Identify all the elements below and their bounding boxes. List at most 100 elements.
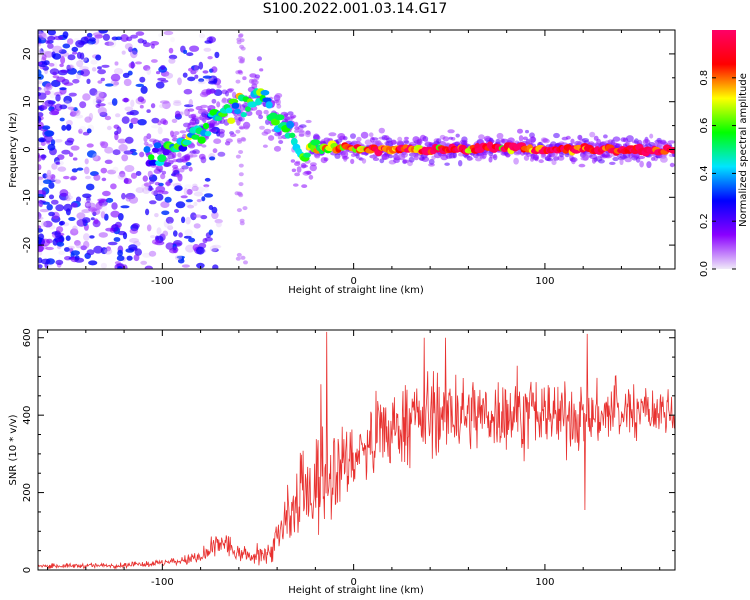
spectrogram-ridge-halo bbox=[570, 138, 575, 144]
spectrogram-noise-blob bbox=[116, 126, 122, 134]
spectrogram-noise-blob bbox=[38, 37, 42, 44]
spectrogram-y-tick-label: 0 bbox=[22, 146, 33, 152]
spectrogram-ridge-core bbox=[289, 132, 296, 138]
spectrogram-ridge-halo bbox=[189, 118, 197, 125]
spectrogram-ridge-halo bbox=[188, 166, 193, 172]
spectrogram-noise-blob bbox=[155, 81, 165, 89]
spectrogram-ridge-halo bbox=[304, 130, 311, 138]
spectrogram-noise-blob bbox=[181, 264, 190, 268]
spectrogram-ridge-halo bbox=[149, 180, 155, 184]
spectrogram-ridge-halo bbox=[518, 135, 524, 142]
spectrogram-noise-blob bbox=[187, 76, 196, 82]
spectrogram-ridge-halo bbox=[295, 160, 301, 164]
spectrogram-noise-blob bbox=[146, 68, 151, 75]
spectrogram-noise-blob bbox=[184, 184, 192, 190]
spectrogram-ridge-halo bbox=[440, 153, 449, 161]
spectrogram-ridge-halo bbox=[642, 139, 651, 145]
spectrogram-noise-blob bbox=[198, 122, 205, 127]
spectrogram-noise-blob bbox=[58, 49, 67, 54]
spectrogram-noise-blob bbox=[203, 47, 212, 52]
spectrogram-noise-blob bbox=[142, 186, 151, 194]
spectrogram-ridge-core bbox=[310, 139, 321, 146]
spectrogram-ridge-halo bbox=[263, 109, 269, 115]
spectrogram-ridge-halo bbox=[163, 161, 170, 168]
spectrogram-noise-blob bbox=[97, 66, 102, 70]
spectrogram-ridge-halo bbox=[368, 132, 374, 137]
spectrogram-noise-blob bbox=[105, 197, 114, 203]
spectrogram-noise-blob bbox=[104, 248, 113, 255]
spectrogram-noise-blob bbox=[208, 205, 214, 210]
spectrogram-ridge-halo bbox=[603, 134, 608, 139]
spectrogram-noise-blob bbox=[117, 266, 123, 269]
spectrogram-ridge-halo bbox=[190, 113, 197, 118]
spectrogram-noise-blob bbox=[155, 193, 164, 201]
spectrogram-noise-blob bbox=[68, 217, 76, 221]
spectrogram-noise-blob bbox=[183, 235, 192, 239]
spectrogram-ridge-halo bbox=[612, 136, 621, 142]
spectrogram-noise-blob bbox=[209, 245, 218, 252]
snr-panel: -100 0 100 0 200 400 600 Height of straight li… bbox=[8, 328, 676, 596]
spectrogram-ridge-halo bbox=[304, 170, 312, 175]
spectrogram-ridge-core bbox=[240, 112, 247, 118]
spectrogram-noise-blob bbox=[198, 33, 206, 39]
spectrogram-noise-blob bbox=[118, 144, 128, 152]
spectrogram-ridge-core bbox=[191, 134, 200, 140]
colorbar-gradient bbox=[712, 30, 736, 269]
spectrogram-noise-blob bbox=[92, 153, 99, 161]
spectrogram-ridge-halo bbox=[565, 135, 571, 140]
spectrogram-noise-blob bbox=[184, 104, 194, 108]
spectrogram-ridge-halo bbox=[290, 159, 296, 163]
spectrogram-noise-blob bbox=[38, 216, 44, 220]
spectrogram-noise-blob bbox=[70, 228, 79, 236]
spectrogram-ridge-halo bbox=[423, 138, 429, 142]
spectrogram-noise-blob bbox=[164, 196, 172, 203]
spectrogram-ridge-halo bbox=[161, 170, 167, 175]
snr-x-label: Height of straight line (km) bbox=[288, 585, 424, 596]
spectrogram-noise-blob bbox=[120, 205, 130, 209]
spectrogram-noise-blob bbox=[83, 233, 90, 241]
spectrogram-noise-blob bbox=[54, 179, 61, 184]
spectrogram-ridge-core bbox=[162, 148, 170, 156]
spectrogram-noise-blob bbox=[128, 196, 139, 204]
spectrogram-ridge-halo bbox=[626, 135, 634, 143]
spectrogram-noise-blob bbox=[128, 46, 133, 53]
spectrogram-noise-blob bbox=[129, 122, 134, 129]
spectrogram-noise-blob bbox=[39, 208, 49, 213]
spectrogram-noise-blob bbox=[85, 183, 95, 191]
spectrogram-noise-blob bbox=[134, 248, 142, 256]
spectrogram-ridge-halo bbox=[201, 144, 207, 148]
spectrogram-noise-blob bbox=[124, 43, 133, 50]
spectrogram-noise-blob bbox=[72, 79, 80, 84]
spectrogram-ridge-halo bbox=[403, 140, 410, 145]
spectrogram-noise-blob bbox=[112, 166, 119, 172]
spectrogram-noise-blob bbox=[76, 51, 82, 59]
spectrogram-noise-blob bbox=[149, 200, 157, 205]
spectrogram-ridge-core bbox=[260, 89, 270, 96]
spectrogram-noise-blob bbox=[102, 33, 110, 41]
spectrogram-ridge-halo bbox=[146, 133, 152, 140]
spectrogram-noise-blob bbox=[184, 229, 193, 237]
spectrogram-noise-blob bbox=[132, 47, 138, 55]
spectrogram-noise-blob bbox=[212, 244, 222, 249]
spectrogram-ridge-halo bbox=[489, 154, 497, 159]
spectrogram-ridge-halo bbox=[517, 128, 523, 134]
spectrogram-noise-blob bbox=[61, 124, 67, 131]
spectrogram-noise-blob bbox=[184, 202, 191, 207]
spectrogram-noise-blob bbox=[86, 150, 97, 158]
spectrogram-noise-blob bbox=[41, 154, 46, 161]
spectrogram-ridge-halo bbox=[391, 140, 397, 145]
spectrogram-noise-blob bbox=[55, 259, 64, 265]
colorbar-tick-label: 0.0 bbox=[699, 261, 710, 277]
spectrogram-noise-blob bbox=[185, 199, 193, 203]
spectrogram-noise-blob bbox=[113, 68, 124, 75]
spectrogram-ridge-halo bbox=[530, 136, 536, 143]
spectrogram-noise-blob bbox=[56, 76, 66, 83]
spectrogram-noise-blob bbox=[41, 125, 51, 130]
spectrogram-noise-blob bbox=[38, 200, 44, 207]
spectrogram-ridge-halo bbox=[598, 159, 605, 164]
spectrogram-ridge-halo bbox=[448, 136, 453, 140]
spectrogram-ridge-halo bbox=[604, 154, 612, 159]
spectrogram-noise-blob bbox=[84, 116, 92, 123]
spectrogram-ridge-core bbox=[265, 101, 273, 109]
